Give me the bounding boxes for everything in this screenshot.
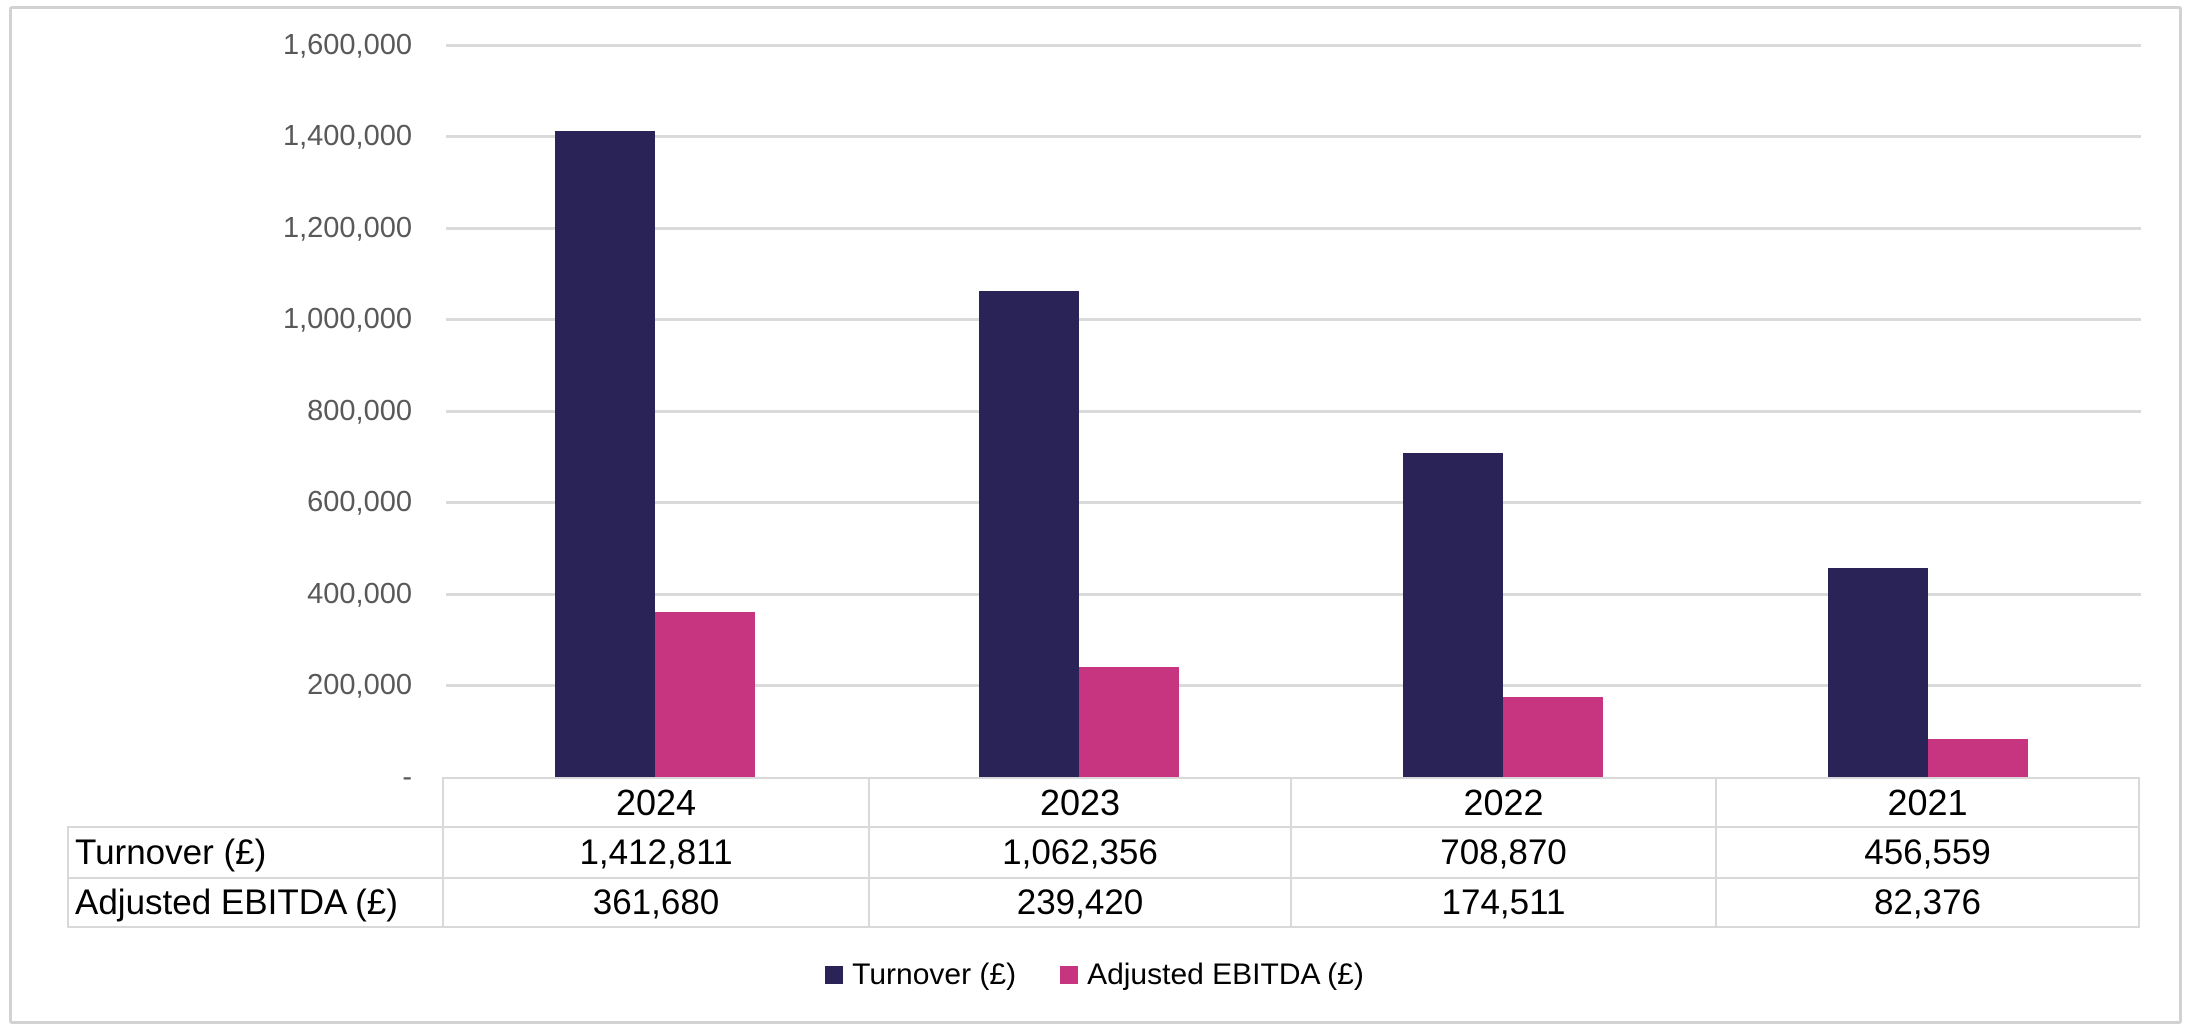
table-corner-cell [67, 777, 442, 826]
table-value-cell: 1,412,811 [442, 826, 868, 877]
y-axis-tick-label: 600,000 [307, 486, 412, 518]
table-value-cell: 1,062,356 [868, 826, 1290, 877]
table-row-label-turnover: Turnover (£) [67, 826, 442, 877]
bar-turnover-2022 [1402, 452, 1503, 777]
table-year-header: 2021 [1715, 777, 2140, 826]
legend-item-turnover: Turnover (£) [825, 960, 1016, 990]
table-value-cell: 708,870 [1290, 826, 1715, 877]
bar-ebitda-2024 [655, 611, 755, 777]
legend: Turnover (£) Adjusted EBITDA (£) [0, 952, 2189, 998]
legend-label: Turnover (£) [852, 958, 1017, 991]
gridline [446, 684, 2141, 687]
legend-swatch-ebitda [1060, 966, 1079, 984]
legend-swatch-turnover [825, 966, 844, 984]
gridline [446, 409, 2141, 413]
gridline [446, 135, 2141, 138]
y-axis-tick-label: 1,600,000 [282, 28, 412, 61]
gridline [446, 592, 2141, 596]
table-value-cell: 174,511 [1290, 877, 1715, 928]
table-value-cell: 361,680 [442, 877, 868, 928]
table-row-label-ebitda: Adjusted EBITDA (£) [67, 877, 442, 928]
gridline [446, 318, 2141, 321]
y-axis-tick-label: 1,400,000 [282, 120, 412, 152]
table-value-cell: 239,420 [868, 877, 1290, 928]
bar-turnover-2024 [555, 130, 655, 777]
bar-turnover-2021 [1827, 568, 1928, 777]
table-year-header: 2023 [868, 777, 1290, 826]
y-axis-tick-label: 1,000,000 [282, 303, 412, 335]
gridline [446, 501, 2141, 504]
gridline [446, 226, 2141, 230]
bar-turnover-2023 [979, 290, 1079, 777]
gridline [446, 43, 2141, 47]
table-year-header: 2022 [1290, 777, 1715, 826]
bar-ebitda-2023 [1079, 667, 1179, 777]
legend-item-ebitda: Adjusted EBITDA (£) [1060, 960, 1364, 990]
y-axis-tick-label: 1,200,000 [282, 211, 412, 244]
y-axis-tick-label: 400,000 [307, 577, 412, 610]
table-year-header: 2024 [442, 777, 868, 826]
y-axis-tick-label: 800,000 [307, 394, 412, 427]
y-axis-tick-label: 200,000 [307, 669, 412, 701]
bar-ebitda-2022 [1502, 697, 1603, 777]
table-value-cell: 456,559 [1715, 826, 2140, 877]
table-value-cell: 82,376 [1715, 877, 2140, 928]
bar-ebitda-2021 [1927, 739, 2028, 777]
y-axis-tick-label: - [402, 760, 412, 793]
data-table: 2024 2023 2022 2021 Turnover (£) 1,412,8… [67, 777, 2140, 928]
legend-label: Adjusted EBITDA (£) [1087, 958, 1364, 991]
